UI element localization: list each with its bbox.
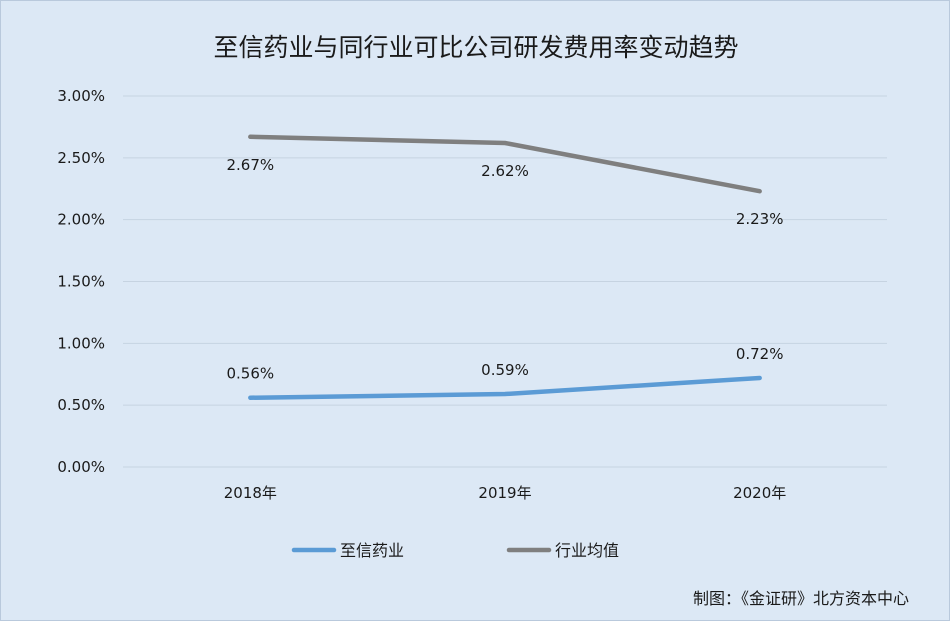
- y-tick-label: 0.50%: [57, 396, 105, 414]
- series-line-2: [248, 134, 762, 194]
- x-tick-label: 2019年: [478, 484, 531, 502]
- series-line-1: [248, 375, 762, 400]
- x-tick-label: 2020年: [733, 484, 786, 502]
- gridlines: [123, 95, 887, 468]
- y-tick-label: 1.50%: [57, 273, 105, 291]
- y-tick-label: 2.00%: [57, 211, 105, 229]
- data-label: 2.62%: [481, 162, 529, 180]
- y-tick-label: 0.00%: [57, 458, 105, 476]
- legend-label: 至信药业: [340, 541, 404, 560]
- data-labels: 0.56% 0.59% 0.72% 2.67% 2.62% 2.23%: [227, 156, 784, 383]
- data-label: 2.23%: [736, 210, 784, 228]
- y-tick-label: 3.00%: [57, 87, 105, 105]
- x-tick-label: 2018年: [224, 484, 277, 502]
- source-note: 制图：《金证研》北方资本中心: [693, 589, 909, 608]
- legend: 至信药业 行业均值: [291, 541, 619, 560]
- data-label: 0.59%: [481, 361, 529, 379]
- series-lines: [248, 134, 762, 400]
- x-axis-ticks: 2018年 2019年 2020年: [224, 484, 787, 502]
- y-tick-label: 2.50%: [57, 149, 105, 167]
- data-label: 2.67%: [227, 156, 275, 174]
- data-label: 0.72%: [736, 345, 784, 363]
- y-axis-ticks: 0.00% 0.50% 1.00% 1.50% 2.00% 2.50% 3.00%: [57, 87, 105, 476]
- chart-title: 至信药业与同行业可比公司研发费用率变动趋势: [213, 33, 738, 62]
- data-label: 0.56%: [227, 365, 275, 383]
- legend-label: 行业均值: [555, 541, 619, 560]
- y-tick-label: 1.00%: [57, 334, 105, 352]
